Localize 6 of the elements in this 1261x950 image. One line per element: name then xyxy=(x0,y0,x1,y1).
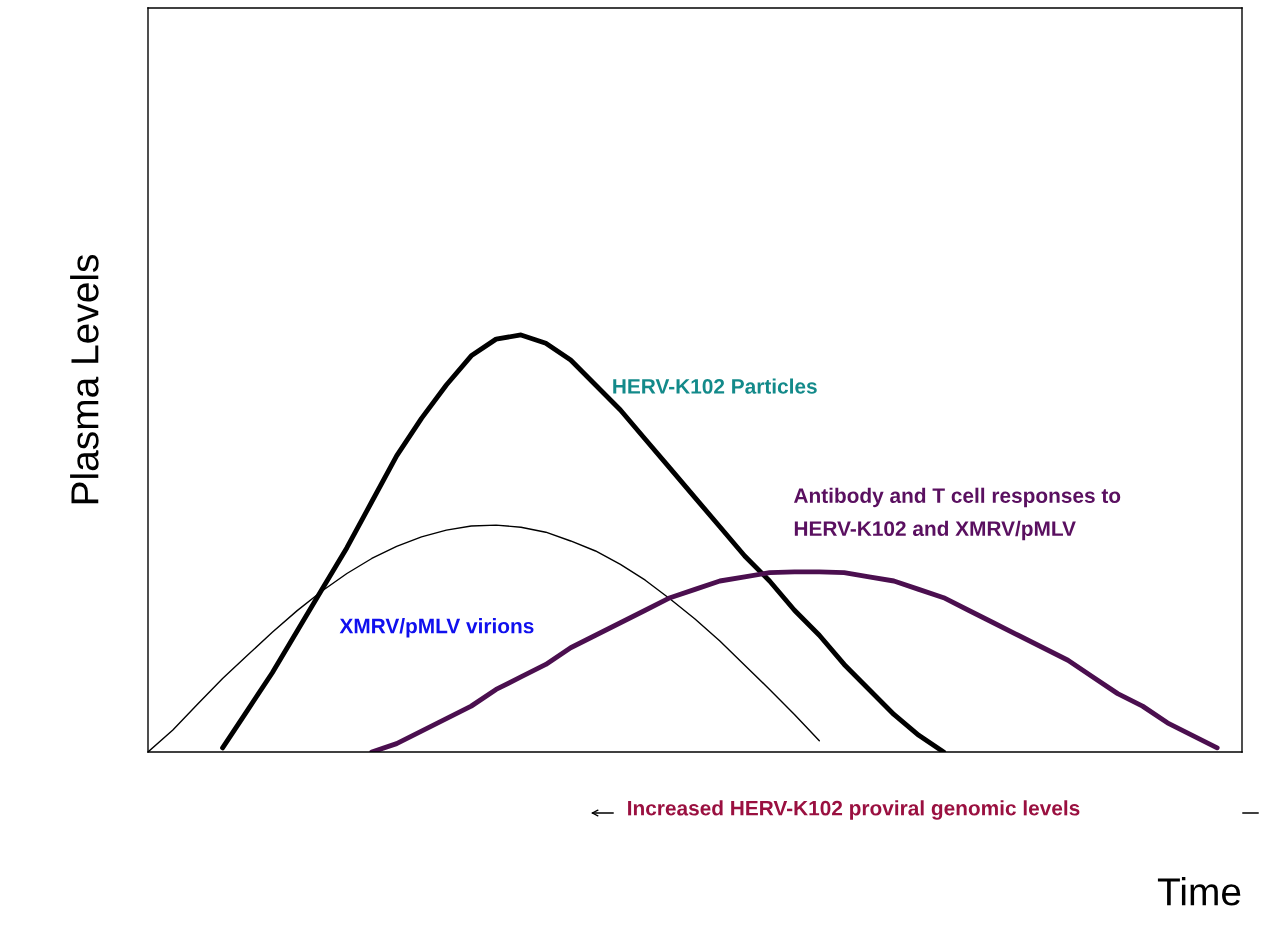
y-axis-title: Plasma Levels xyxy=(70,254,99,504)
series-label: XMRV/pMLV virions xyxy=(339,618,534,638)
series-label: HERV-K102 Particles xyxy=(613,378,817,394)
x-axis-title: Time xyxy=(1157,877,1241,906)
series-label: Antibody and T cell responses to HERV-K102 and XMRV/pMLV xyxy=(793,487,1121,541)
text: Increased HERV-K102 proviral genomic levels xyxy=(628,800,1080,820)
